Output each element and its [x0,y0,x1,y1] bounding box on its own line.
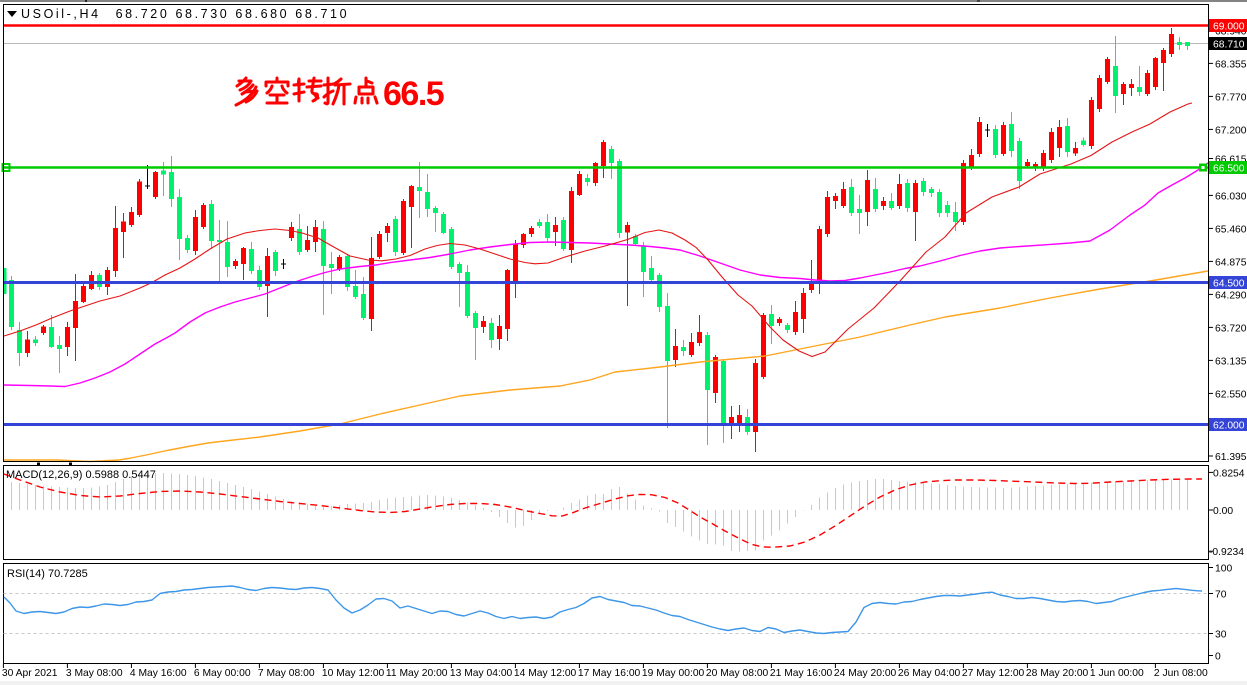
svg-text:13 May 04:00: 13 May 04:00 [450,668,513,679]
svg-text:67.200: 67.200 [1215,125,1247,136]
svg-text:4 May 16:00: 4 May 16:00 [130,668,187,679]
svg-text:0: 0 [1215,652,1221,663]
svg-text:62.550: 62.550 [1215,389,1247,400]
svg-text:68.710: 68.710 [1213,40,1245,51]
svg-text:19 May 00:00: 19 May 00:00 [642,668,705,679]
svg-text:66.5: 66.5 [383,75,444,113]
svg-text:0.00: 0.00 [1213,506,1233,517]
svg-text:11 May 20:00: 11 May 20:00 [386,668,448,679]
svg-text:66.500: 66.500 [1213,164,1245,175]
svg-text:66.030: 66.030 [1215,191,1247,202]
svg-text:7 May 08:00: 7 May 08:00 [258,668,315,679]
svg-text:64.290: 64.290 [1215,290,1247,301]
svg-text:24 May 20:00: 24 May 20:00 [834,668,897,679]
svg-text:69.000: 69.000 [1213,22,1245,33]
svg-text:10 May 12:00: 10 May 12:00 [322,668,385,679]
svg-text:MACD(12,26,9) 0.5988 0.5447: MACD(12,26,9) 0.5988 0.5447 [6,469,156,481]
svg-text:26 May 04:00: 26 May 04:00 [898,668,961,679]
svg-text:0.8254: 0.8254 [1213,468,1245,479]
svg-text:28 May 20:00: 28 May 20:00 [1026,668,1089,679]
svg-text:67.770: 67.770 [1215,92,1247,103]
svg-text:2 Jun 08:00: 2 Jun 08:00 [1154,668,1208,679]
svg-text:30 Apr 2021: 30 Apr 2021 [2,668,58,679]
svg-text:RSI(14) 70.7285: RSI(14) 70.7285 [7,568,88,580]
svg-text:63.135: 63.135 [1215,356,1247,367]
svg-text:100: 100 [1215,564,1232,575]
svg-text:-0.9234: -0.9234 [1209,547,1244,558]
svg-text:3 May 08:00: 3 May 08:00 [66,668,123,679]
svg-text:USOil-,H4 68.720 68.730 68.68: USOil-,H4 68.720 68.730 68.680 68.710 [21,7,349,21]
svg-text:20 May 08:00: 20 May 08:00 [706,668,769,679]
svg-text:62.000: 62.000 [1213,421,1245,432]
svg-text:1 Jun 00:00: 1 Jun 00:00 [1090,668,1144,679]
svg-text:21 May 16:00: 21 May 16:00 [770,668,833,679]
svg-text:27 May 12:00: 27 May 12:00 [962,668,1025,679]
svg-text:65.460: 65.460 [1215,224,1247,235]
svg-text:64.500: 64.500 [1213,279,1245,290]
svg-text:64.875: 64.875 [1215,257,1247,268]
svg-text:63.720: 63.720 [1215,323,1247,334]
svg-text:61.395: 61.395 [1215,452,1247,463]
svg-text:66.615: 66.615 [1215,155,1247,166]
svg-text:68.355: 68.355 [1215,59,1247,70]
svg-text:14 May 12:00: 14 May 12:00 [514,668,577,679]
svg-text:17 May 16:00: 17 May 16:00 [578,668,641,679]
svg-text:6 May 00:00: 6 May 00:00 [194,668,251,679]
svg-text:70: 70 [1215,590,1227,601]
svg-text:30: 30 [1215,630,1227,641]
